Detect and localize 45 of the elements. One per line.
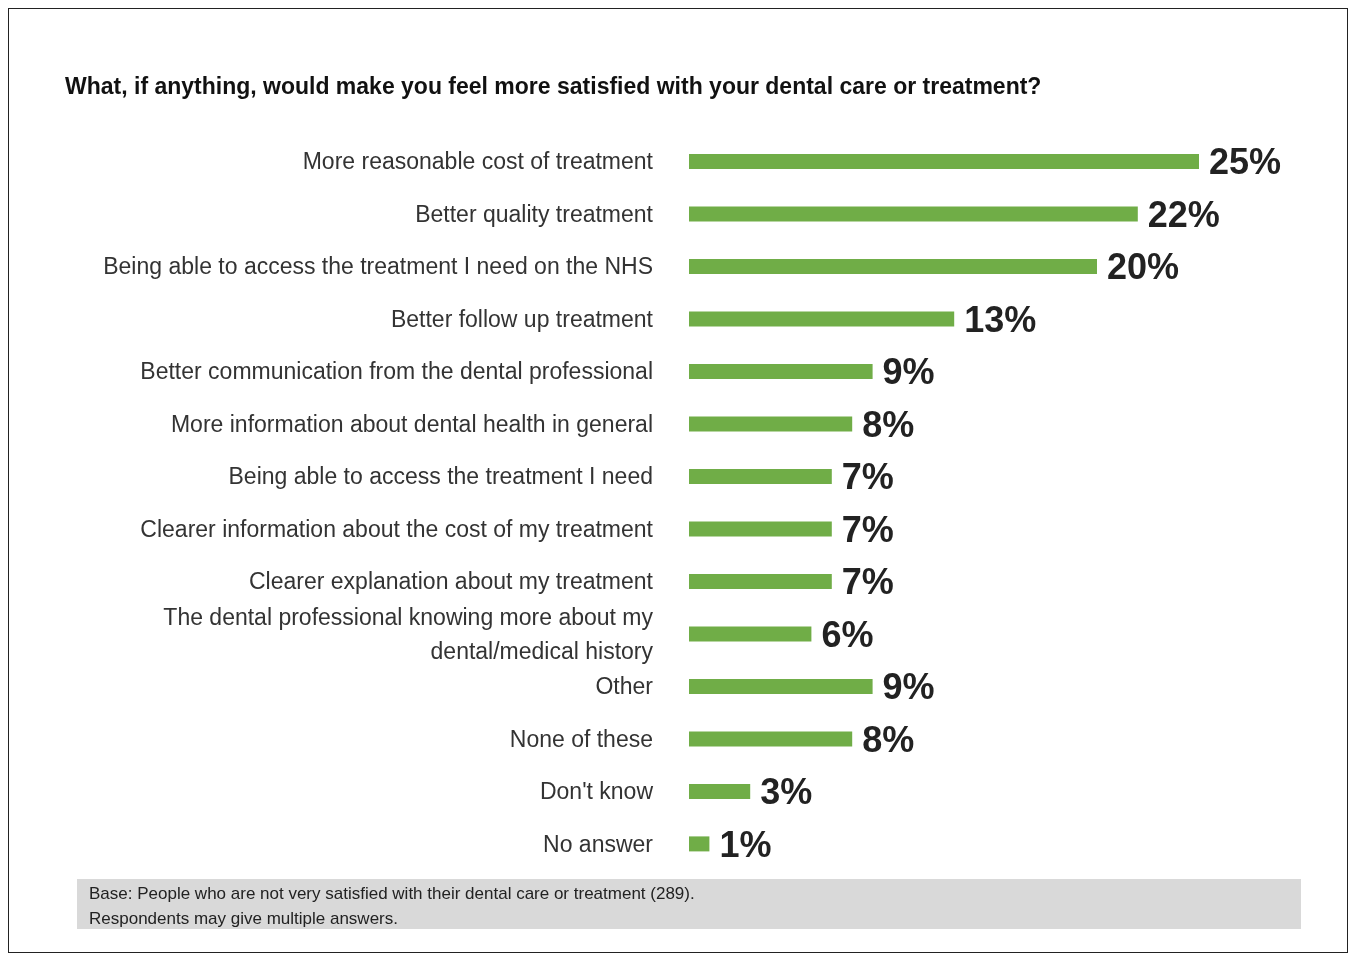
data-label: 9% bbox=[882, 351, 935, 393]
y-tick-label: More reasonable cost of treatment bbox=[302, 148, 654, 175]
data-label: 25% bbox=[1209, 141, 1282, 183]
y-tick-label: Don't know bbox=[539, 778, 654, 805]
data-label: 3% bbox=[760, 771, 813, 813]
bar bbox=[689, 153, 1199, 169]
chart-title: What, if anything, would make you feel more satisfied with your dental care or treatment? bbox=[65, 73, 1042, 100]
bar bbox=[689, 626, 812, 642]
y-tick-label: No answer bbox=[543, 830, 654, 857]
text: Base: People who are not very satisfied with their dental care or treatment (289). bbox=[89, 883, 696, 905]
data-label: 7% bbox=[841, 508, 894, 550]
bar bbox=[689, 311, 955, 327]
data-label: 20% bbox=[1107, 246, 1180, 288]
bar bbox=[689, 363, 873, 379]
y-tick-label: Being able to access the treatment I need bbox=[228, 463, 653, 490]
data-label: 8% bbox=[862, 403, 915, 445]
bar bbox=[689, 678, 873, 694]
bar bbox=[689, 573, 832, 589]
y-tick-label: More information about dental health in general bbox=[170, 410, 653, 437]
bar bbox=[689, 258, 1097, 274]
data-label: 6% bbox=[821, 613, 874, 655]
bar bbox=[689, 468, 832, 484]
text: Respondents may give multiple answers. bbox=[89, 908, 399, 930]
y-tick-label: Better quality treatment bbox=[415, 200, 654, 227]
y-tick-label: Clearer explanation about my treatment bbox=[249, 568, 654, 595]
y-tick-label: Better communication from the dental professional bbox=[140, 358, 653, 385]
bar bbox=[689, 206, 1138, 222]
y-tick-label: Being able to access the treatment I need on the NHS bbox=[103, 253, 653, 280]
data-label: 9% bbox=[882, 666, 935, 708]
y-tick-label: Clearer information about the cost of my treatment bbox=[140, 515, 654, 542]
data-label: 8% bbox=[862, 718, 915, 760]
bar bbox=[689, 521, 832, 537]
bar bbox=[689, 836, 710, 852]
data-label: 13% bbox=[964, 298, 1037, 340]
data-label: 7% bbox=[841, 561, 894, 603]
bar bbox=[689, 416, 853, 432]
bar bbox=[689, 783, 751, 799]
y-tick-label: Other bbox=[595, 673, 654, 700]
y-tick-label: The dental professional knowing more about my dental/medical history bbox=[163, 603, 654, 664]
y-tick-label: None of these bbox=[509, 725, 653, 752]
y-tick-label: Better follow up treatment bbox=[390, 305, 654, 332]
data-label: 7% bbox=[841, 456, 894, 498]
data-label: 1% bbox=[719, 823, 772, 865]
bar bbox=[689, 731, 853, 747]
data-label: 22% bbox=[1147, 193, 1220, 235]
